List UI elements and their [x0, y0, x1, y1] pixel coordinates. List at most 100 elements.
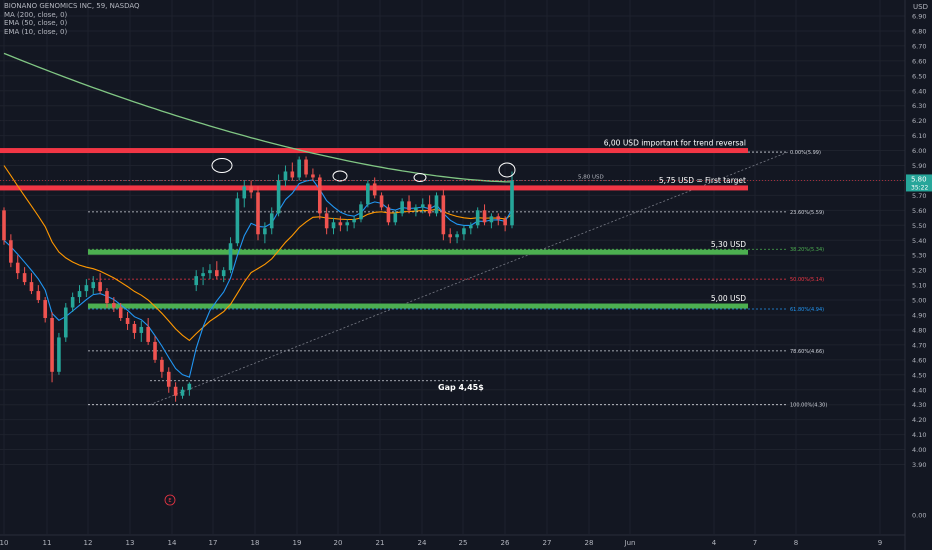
- candle-body[interactable]: [338, 222, 343, 226]
- last-price-value: 5.80: [911, 175, 927, 183]
- candle-body[interactable]: [372, 183, 377, 196]
- candle-body[interactable]: [269, 213, 274, 229]
- candle-body[interactable]: [427, 204, 432, 214]
- candle-body[interactable]: [393, 213, 398, 223]
- indicator-ema10[interactable]: EMA (10, close, 0): [4, 27, 68, 36]
- candle-body[interactable]: [400, 201, 404, 214]
- candle-body[interactable]: [187, 383, 192, 390]
- candle-body[interactable]: [173, 386, 178, 396]
- candle-body[interactable]: [448, 234, 453, 238]
- highlight-circle[interactable]: [413, 172, 427, 182]
- candle-body[interactable]: [489, 216, 494, 223]
- candle-body[interactable]: [70, 297, 75, 308]
- candle-body[interactable]: [386, 207, 391, 223]
- candle-body[interactable]: [194, 276, 199, 286]
- candle-body[interactable]: [215, 270, 219, 277]
- candle-body[interactable]: [317, 177, 322, 214]
- y-tick-label: 6.70: [912, 42, 926, 50]
- candle-body[interactable]: [359, 204, 363, 220]
- candle-body[interactable]: [352, 219, 356, 223]
- candle-body[interactable]: [414, 207, 418, 211]
- candle-body[interactable]: [462, 228, 466, 235]
- candle-body[interactable]: [98, 282, 102, 292]
- highlight-circle[interactable]: [211, 158, 233, 173]
- candle-body[interactable]: [84, 285, 89, 292]
- candle-body[interactable]: [249, 186, 253, 193]
- candle-body[interactable]: [324, 213, 329, 229]
- candle-body[interactable]: [276, 180, 281, 214]
- candle-body[interactable]: [180, 389, 185, 396]
- candle-body[interactable]: [166, 371, 171, 387]
- ma200-line[interactable]: [3, 52, 513, 183]
- x-tick-label: Jun: [624, 539, 636, 547]
- fib-label: 50.00%(5.14): [790, 277, 824, 283]
- candle-body[interactable]: [9, 240, 13, 263]
- candle-body[interactable]: [407, 201, 411, 211]
- candle-body[interactable]: [297, 159, 301, 178]
- candle-body[interactable]: [304, 159, 308, 175]
- candle-body[interactable]: [290, 171, 295, 178]
- candle-body[interactable]: [434, 195, 439, 214]
- candle-body[interactable]: [242, 186, 247, 199]
- candle-body[interactable]: [235, 198, 240, 244]
- candle-body[interactable]: [153, 341, 157, 360]
- candle-body[interactable]: [77, 291, 82, 298]
- ema50-line[interactable]: [3, 165, 513, 342]
- candle-body[interactable]: [283, 171, 288, 181]
- candle-body[interactable]: [366, 183, 370, 205]
- candle-body[interactable]: [496, 216, 501, 220]
- candle-body[interactable]: [2, 210, 6, 241]
- candle-body[interactable]: [345, 222, 350, 226]
- y-tick-label: 5.10: [912, 282, 926, 290]
- level-line-1[interactable]: [0, 148, 748, 154]
- candle-body[interactable]: [43, 300, 47, 318]
- x-tick-label: 10: [0, 539, 8, 547]
- level-line-3[interactable]: [88, 249, 748, 255]
- candle-body[interactable]: [208, 270, 212, 274]
- y-tick-label: 4.00: [912, 446, 926, 454]
- candle-body[interactable]: [221, 270, 226, 277]
- candle-body[interactable]: [469, 225, 473, 229]
- highlight-circle[interactable]: [498, 162, 516, 178]
- last-price-tag[interactable]: [906, 174, 932, 192]
- candle-body[interactable]: [475, 210, 480, 226]
- candle-body[interactable]: [503, 219, 507, 226]
- candle-body[interactable]: [50, 317, 54, 372]
- candle-body[interactable]: [125, 317, 130, 324]
- candle-body[interactable]: [29, 282, 34, 292]
- candle-body[interactable]: [57, 337, 61, 372]
- candle-body[interactable]: [455, 234, 459, 238]
- candle-body[interactable]: [91, 282, 96, 289]
- candle-body[interactable]: [118, 307, 123, 318]
- candle-body[interactable]: [331, 222, 336, 229]
- candle-body[interactable]: [160, 359, 164, 372]
- fib-label: 61.80%(4.94): [790, 307, 824, 313]
- candle-body[interactable]: [146, 326, 150, 342]
- candle-body[interactable]: [15, 262, 20, 274]
- candle-body[interactable]: [420, 204, 425, 208]
- fib-label: 23.60%(5.59): [790, 210, 824, 216]
- level-line-4[interactable]: [88, 303, 748, 309]
- candle-body[interactable]: [201, 273, 205, 277]
- candle-body[interactable]: [36, 291, 41, 301]
- candle-body[interactable]: [228, 243, 233, 271]
- candle-body[interactable]: [441, 195, 446, 235]
- x-tick-label: 26: [501, 539, 510, 547]
- candle-body[interactable]: [22, 273, 27, 283]
- highlight-circle[interactable]: [332, 170, 348, 182]
- candle-body[interactable]: [482, 210, 487, 223]
- indicator-ma200[interactable]: MA (200, close, 0): [4, 10, 68, 19]
- earnings-marker[interactable]: [164, 494, 176, 506]
- candle-body[interactable]: [132, 323, 137, 333]
- candle-body[interactable]: [256, 192, 260, 235]
- candle-body[interactable]: [311, 174, 315, 178]
- indicator-ema50[interactable]: EMA (50, close, 0): [4, 19, 68, 27]
- candle-body[interactable]: [139, 326, 144, 333]
- candle-body[interactable]: [263, 228, 267, 235]
- candle-body[interactable]: [379, 195, 384, 208]
- candle-body[interactable]: [105, 291, 109, 304]
- candle-body[interactable]: [112, 303, 116, 308]
- candle-body[interactable]: [510, 180, 514, 226]
- candle-body[interactable]: [63, 307, 68, 338]
